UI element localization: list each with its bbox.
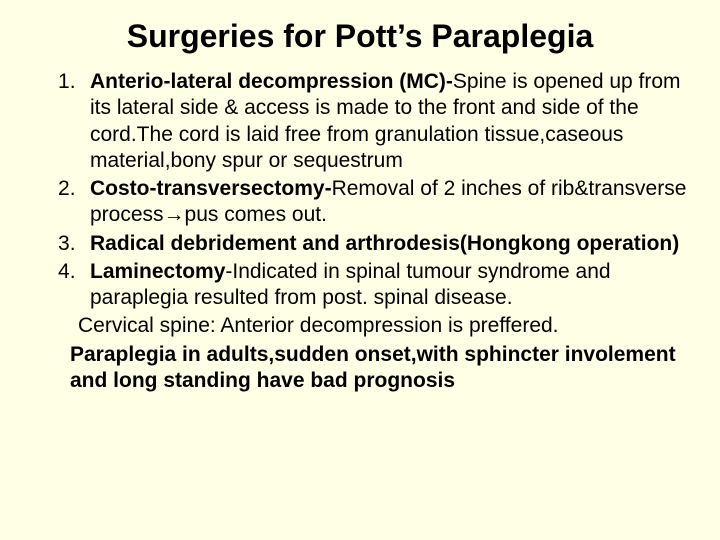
list-item: Radical debridement and arthrodesis(Hong… <box>58 231 692 257</box>
surgery-list: Anterio-lateral decompression (MC)-Spine… <box>28 69 692 311</box>
item-bold: Laminectomy <box>90 260 225 283</box>
list-item: Costo-transversectomy-Removal of 2 inche… <box>58 176 692 229</box>
item-bold: Costo-transversectomy- <box>90 177 332 200</box>
item-bold: Radical debridement and arthrodesis(Hong… <box>90 232 679 255</box>
slide-title: Surgeries for Pott’s Paraplegia <box>28 18 692 55</box>
list-item: Laminectomy-Indicated in spinal tumour s… <box>58 259 692 312</box>
prognosis-note: Paraplegia in adults,sudden onset,with s… <box>28 342 692 395</box>
list-item: Anterio-lateral decompression (MC)-Spine… <box>58 69 692 174</box>
tail-note: Cervical spine: Anterior decompression i… <box>28 313 692 339</box>
item-bold: Anterio-lateral decompression (MC)- <box>90 70 453 93</box>
